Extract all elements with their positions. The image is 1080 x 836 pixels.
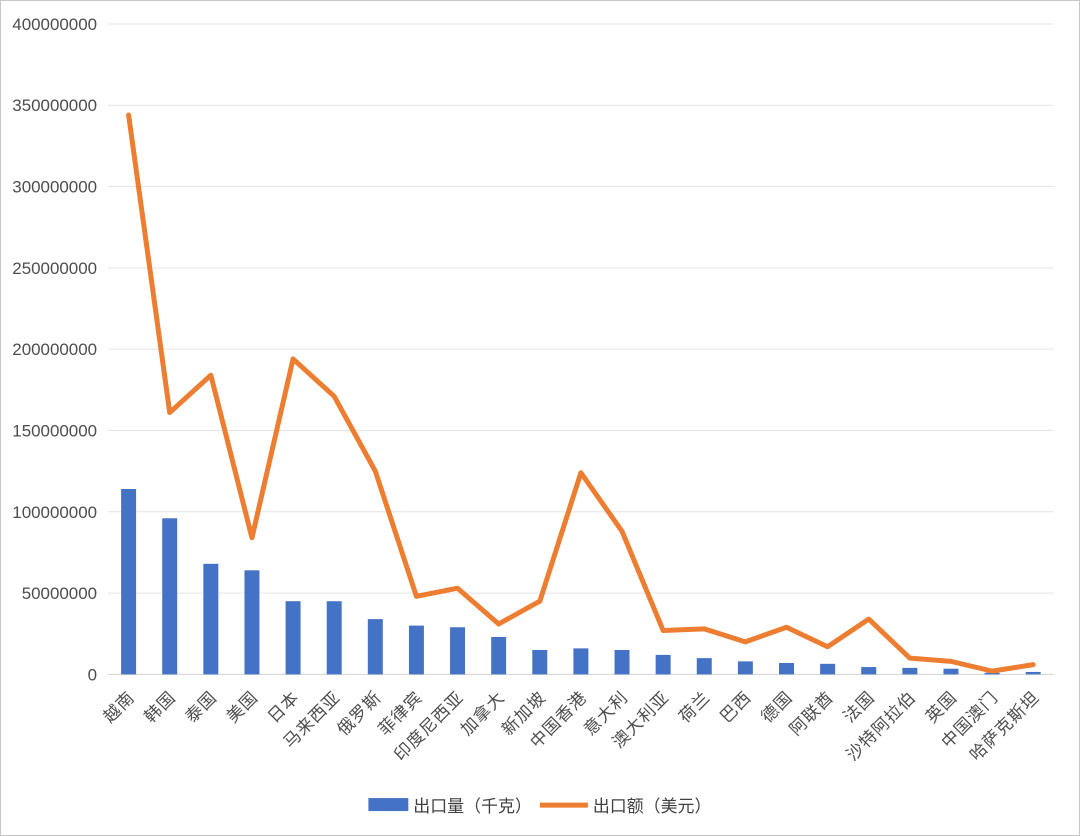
x-axis-category-label: 美国 bbox=[223, 688, 262, 727]
bar bbox=[532, 649, 548, 675]
bar bbox=[121, 489, 137, 675]
bar bbox=[326, 601, 342, 675]
bar bbox=[655, 654, 671, 675]
bar bbox=[820, 663, 836, 675]
y-axis-tick-label: 300000000 bbox=[12, 178, 97, 197]
bar bbox=[902, 667, 918, 675]
bar bbox=[491, 636, 507, 675]
y-axis-tick-label: 400000000 bbox=[12, 15, 97, 34]
x-axis-category-label: 荷兰 bbox=[675, 688, 714, 727]
y-axis-tick-labels: 0 50000000 100000000 150000000 200000000 2500… bbox=[12, 15, 97, 684]
x-axis-category-label: 巴西 bbox=[716, 688, 755, 727]
x-axis-category-label: 越南 bbox=[100, 688, 139, 727]
bar bbox=[408, 625, 424, 675]
x-axis-category-label: 加拿大 bbox=[456, 687, 508, 739]
y-axis-tick-label: 100000000 bbox=[12, 503, 97, 522]
legend-bar-swatch bbox=[368, 798, 409, 812]
bar bbox=[861, 667, 877, 675]
gridlines bbox=[108, 23, 1054, 675]
bar bbox=[573, 648, 589, 675]
bar bbox=[203, 563, 219, 675]
bar bbox=[285, 601, 301, 675]
export-value-line bbox=[126, 112, 1036, 674]
bar bbox=[737, 661, 753, 675]
legend-bar-label: 出口量（千克） bbox=[413, 797, 532, 816]
x-axis-category-label: 俄罗斯 bbox=[334, 688, 385, 739]
y-axis-tick-label: 350000000 bbox=[12, 96, 97, 115]
y-axis-tick-label: 200000000 bbox=[12, 340, 97, 359]
bar bbox=[244, 570, 260, 675]
y-axis-tick-label: 50000000 bbox=[22, 584, 97, 603]
line-series bbox=[126, 112, 1036, 674]
x-axis-category-label: 泰国 bbox=[182, 688, 221, 727]
legend-line-label: 出口额（美元） bbox=[593, 797, 712, 816]
y-axis-tick-label: 150000000 bbox=[12, 421, 97, 440]
bar bbox=[614, 649, 630, 675]
bar bbox=[367, 619, 383, 675]
bar bbox=[162, 518, 178, 675]
bar bbox=[943, 668, 959, 675]
x-axis-category-label: 阿联酋 bbox=[786, 688, 837, 739]
bar bbox=[1025, 671, 1041, 675]
bar bbox=[696, 658, 712, 675]
x-axis-category-label: 韩国 bbox=[141, 688, 180, 727]
bar bbox=[779, 663, 794, 675]
y-axis-tick-label: 250000000 bbox=[12, 259, 97, 278]
y-axis-tick-label: 0 bbox=[88, 665, 97, 684]
legend: 出口量（千克） 出口额（美元） bbox=[368, 797, 711, 816]
bar bbox=[450, 627, 466, 675]
bar-series bbox=[121, 489, 1041, 675]
x-axis-category-labels: 越南 韩国 泰国 美国 日本马来西亚俄罗斯菲律宾印度尼西亚加拿大新加坡中国香港意大利澳大… bbox=[100, 687, 1043, 765]
